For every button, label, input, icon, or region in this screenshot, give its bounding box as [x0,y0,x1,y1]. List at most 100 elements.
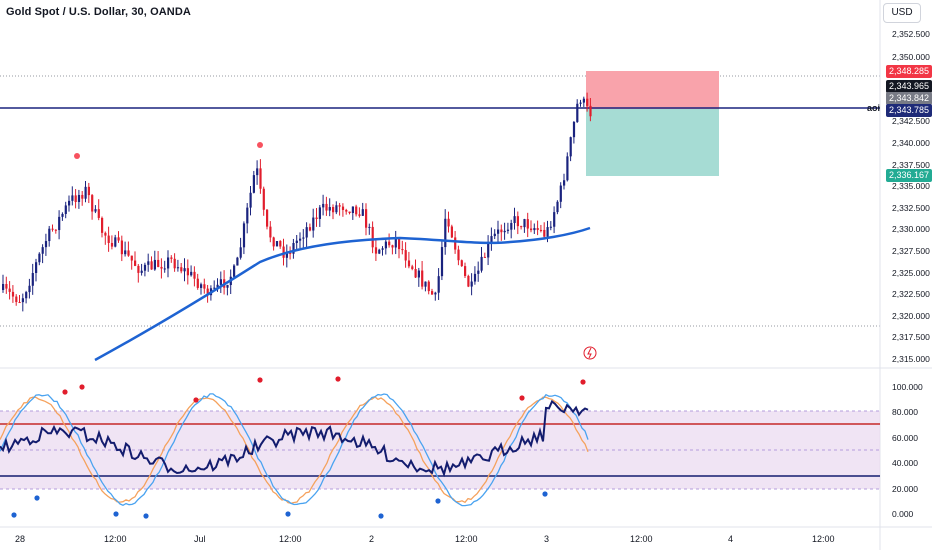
osc-overbought-dot [335,376,341,382]
candle-body [500,229,503,233]
candle-body [513,216,516,224]
candle-body [361,209,364,216]
candle-body [84,186,87,199]
time-tick: 12:00 [279,534,302,544]
alert-bolt-icon [587,347,592,359]
candle-body [467,275,470,287]
candle-body [388,241,391,246]
candle-body [252,175,255,193]
time-tick: 28 [15,534,26,544]
price-tick: 2,317.500 [892,332,930,342]
osc-oversold-dot [34,495,40,501]
price-tick: 2,352.500 [892,29,930,39]
currency-button[interactable]: USD [883,3,921,23]
candle-body [365,209,368,228]
candle-body [58,216,61,231]
candle-body [68,200,71,206]
candle-body [299,238,302,241]
candle-body [259,168,262,189]
candle-body [447,218,450,227]
candle-body [163,268,166,270]
candle-body [315,217,318,219]
candle-body [81,194,84,199]
signal-dot [257,142,263,148]
osc-oversold-dot [285,511,291,517]
price-tick: 2,325.000 [892,268,930,278]
stoch-d-line [0,396,589,504]
candle-body [124,250,127,255]
candle-body [523,219,526,228]
candle-body [74,195,77,203]
candle-body [368,226,371,228]
candle-body [157,259,160,267]
candle-body [219,279,222,285]
candle-body [295,240,298,244]
candle-body [190,271,193,276]
candle-body [506,229,510,231]
osc-oversold-dot [542,491,548,497]
candle-body [546,227,549,237]
time-tick: Jul [194,534,206,544]
candle-body [381,248,384,250]
candle-body [417,270,420,278]
candle-body [374,247,378,254]
candle-body [348,211,351,214]
candle-body [516,216,519,227]
candle-body [371,226,374,248]
candle-body [520,226,523,228]
candle-body [97,209,100,218]
price-tick: 2,315.000 [892,354,930,364]
candle-body [11,291,15,297]
osc-oversold-dot [143,513,149,519]
candle-body [470,281,473,287]
candle-body [54,229,57,231]
candle-body [216,284,219,288]
osc-oversold-dot [113,511,119,517]
candle-body [480,256,483,271]
rsi-line [0,399,589,478]
osc-oversold-dot [378,513,384,519]
candle-body [249,192,252,208]
candle-body [483,256,486,258]
candle-body [325,203,328,211]
candle-body [444,218,447,248]
candle-body [64,205,67,214]
osc-tick: 60.000 [892,433,918,443]
stop-loss-zone [586,71,719,109]
candle-body [170,257,173,259]
time-tick: 3 [544,534,550,544]
candle-body [180,267,183,272]
osc-tick: 80.000 [892,407,918,417]
candle-body [450,226,453,238]
price-tag-entry: 2,343.842 [886,92,932,105]
candle-body [167,257,170,269]
osc-overbought-dot [62,389,68,395]
candle-body [183,268,186,272]
candle-body [394,238,397,248]
time-tick: 12:00 [104,534,127,544]
candle-body [490,236,493,243]
candle-body [355,206,358,215]
candle-body [8,288,11,292]
candle-body [384,241,387,249]
signal-dot [74,153,80,159]
candle-body [460,260,463,267]
candle-body [137,265,140,273]
candle-body [15,296,18,303]
candle-body [401,249,404,251]
candle-body [378,249,381,254]
osc-overbought-dot [257,377,263,383]
candle-body [332,207,335,213]
candle-body [556,201,559,213]
price-tick: 2,342.500 [892,116,930,126]
aoi-label: aoi [867,103,881,113]
candle-body [282,246,285,258]
candle-body [305,227,308,238]
candle-body [464,266,467,276]
candle-body [391,245,394,248]
alert-icon [583,346,597,360]
candle-body [114,237,117,247]
time-tick: 12:00 [455,534,478,544]
candle-body [2,284,5,290]
